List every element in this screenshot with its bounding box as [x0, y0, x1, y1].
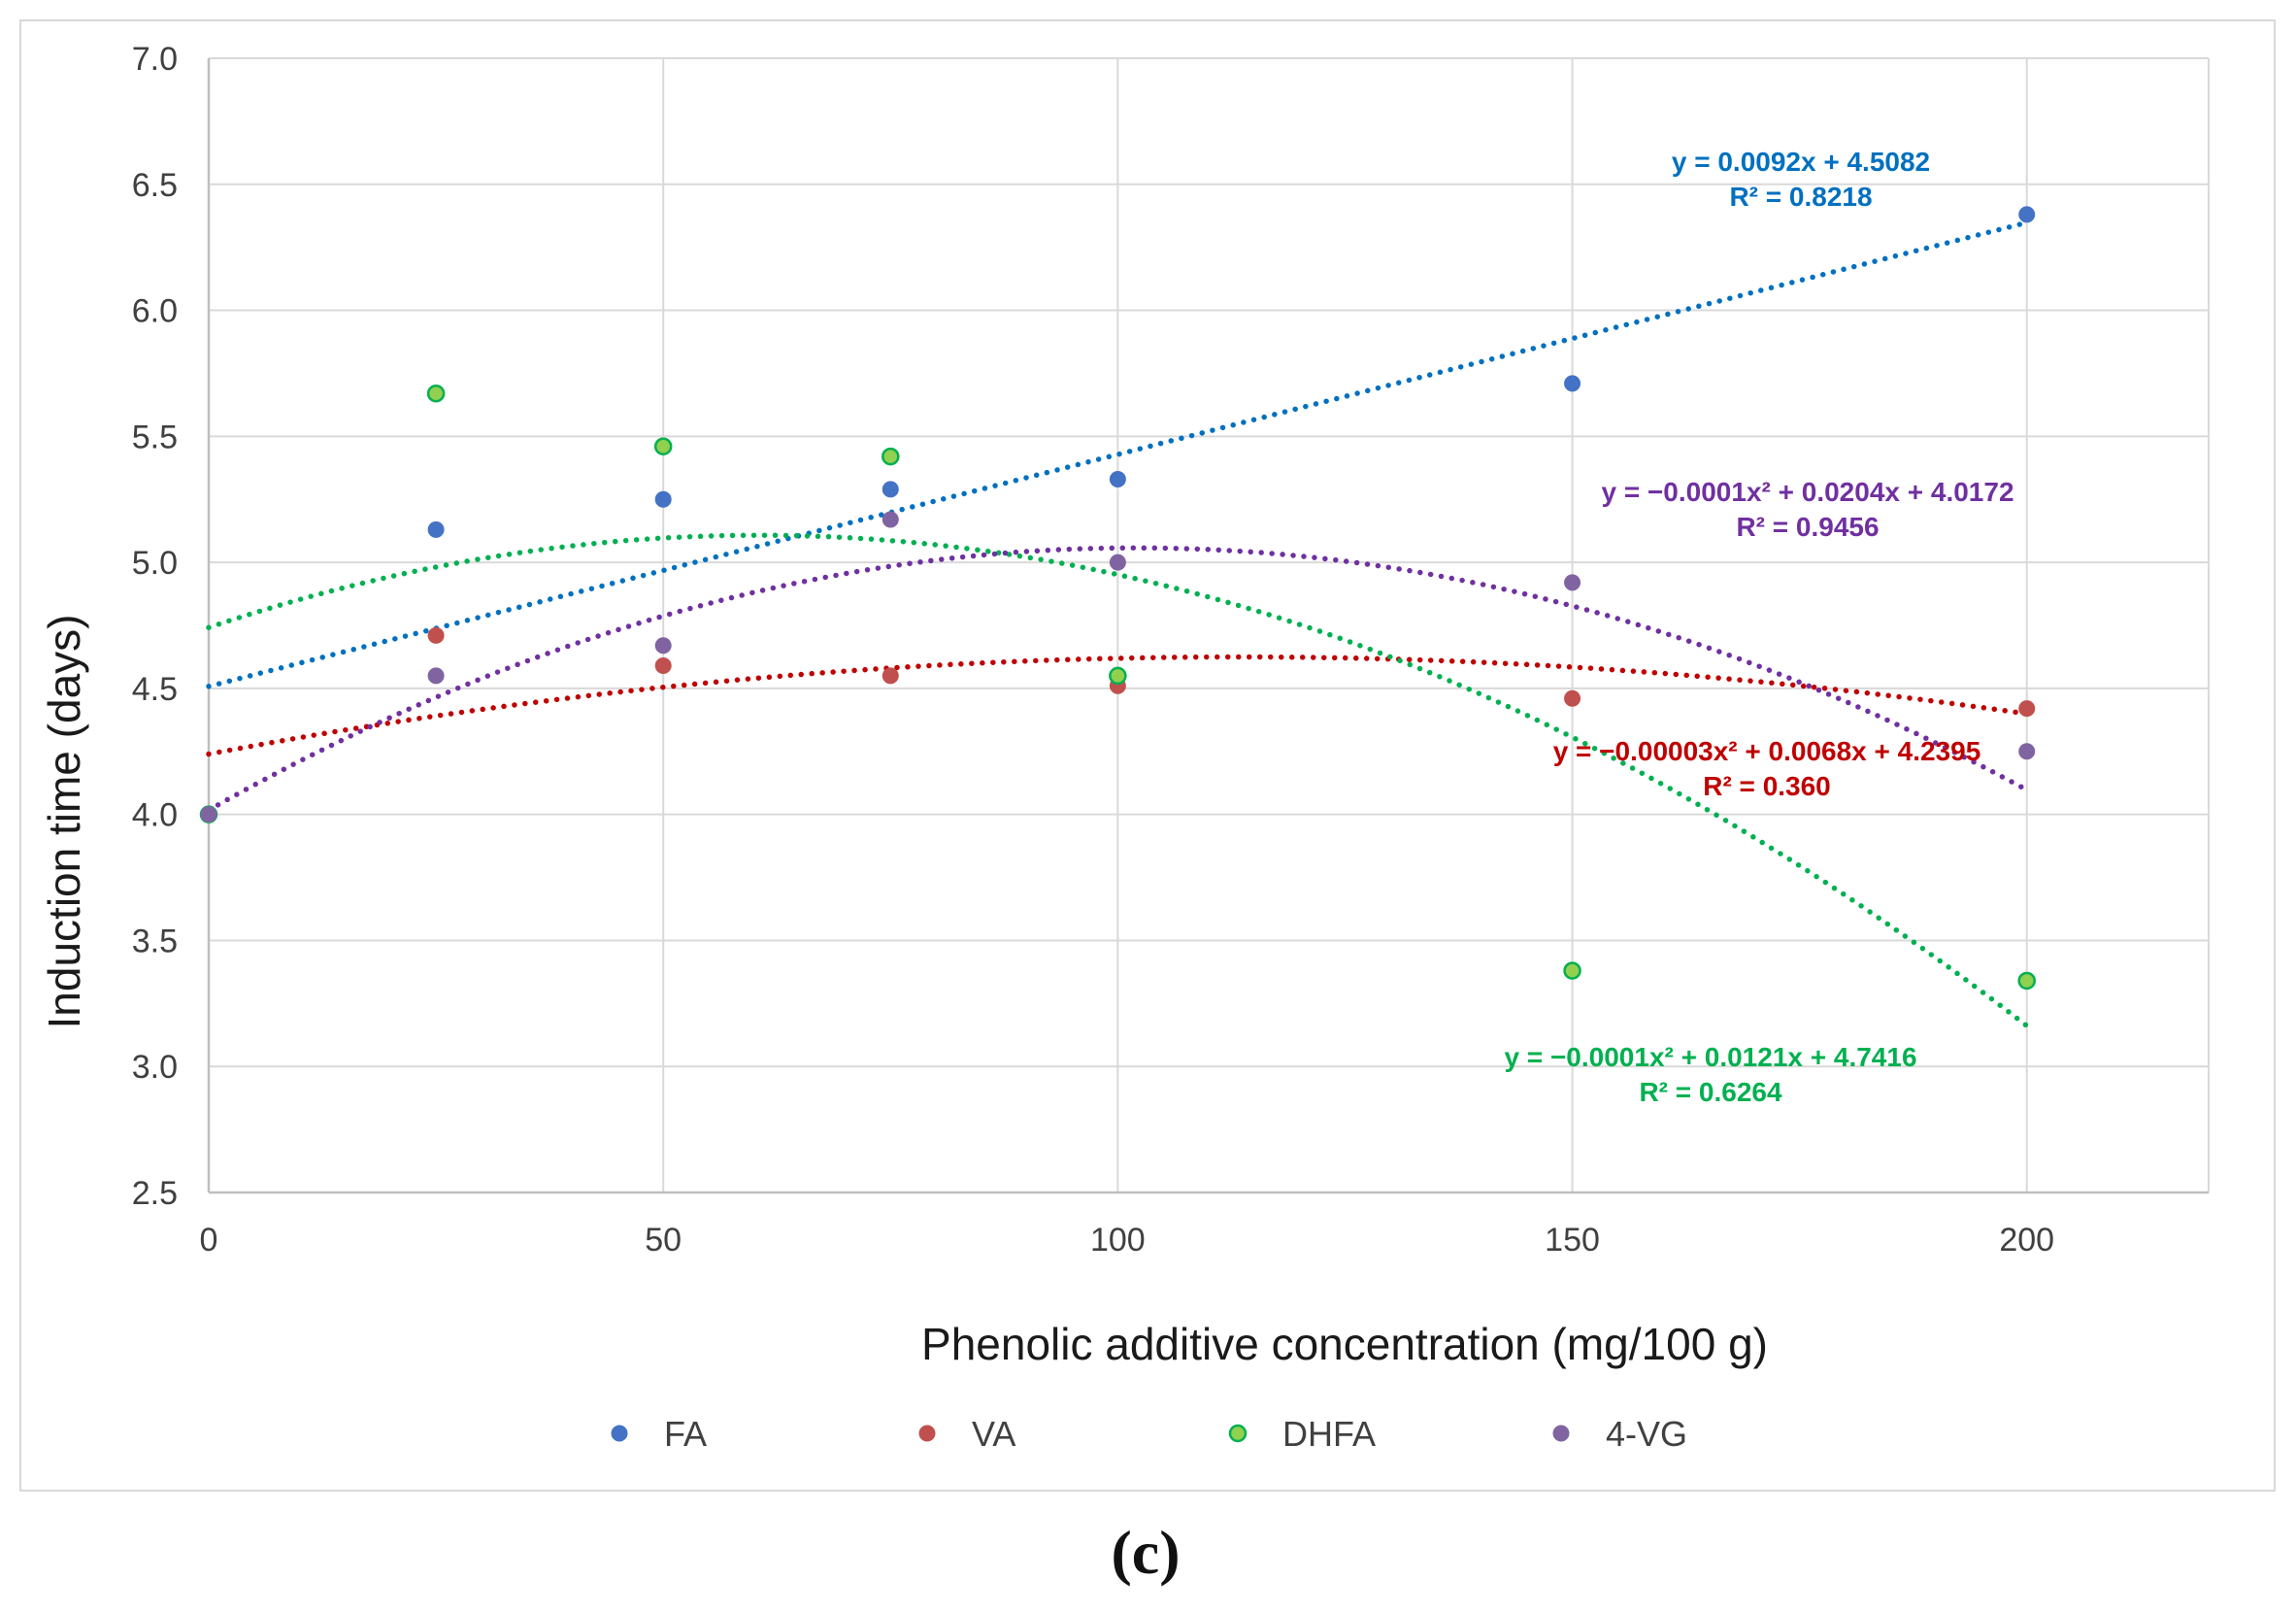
data-point-va: [882, 667, 899, 685]
trendline-fa: [206, 219, 2030, 689]
legend-label-dhfa: DHFA: [1282, 1414, 1376, 1454]
axis-layer: 2.5 3.0 3.5 4.0 4.5 5.0 5.5 6.0 6.5 7.0 0 50 100 150 2…: [132, 41, 2209, 1259]
data-point-va: [427, 626, 445, 644]
figure-caption: (c): [1111, 1518, 1180, 1587]
y-tick-label: 5.0: [132, 545, 178, 582]
legend: FA VA DHFA 4-VG: [611, 1414, 1687, 1454]
legend-label-4-vg: 4-VG: [1606, 1414, 1687, 1454]
data-point-fa: [427, 521, 445, 538]
equation-fa: y = 0.0092x + 4.5082: [1672, 147, 1930, 177]
x-axis-title: Phenolic additive concentration (mg/100 …: [921, 1319, 1768, 1369]
y-tick-label: 3.0: [132, 1049, 178, 1086]
x-tick-label: 150: [1545, 1222, 1600, 1259]
y-tick-label: 5.5: [132, 419, 178, 455]
data-point-4-vg: [200, 806, 217, 823]
y-tick-label: 6.5: [132, 167, 178, 204]
data-point-dhfa: [1563, 961, 1581, 980]
y-axis-title: Induction time (days): [39, 615, 89, 1029]
data-point-4-vg: [882, 511, 899, 528]
data-point-va: [654, 657, 672, 675]
data-point-4-vg: [654, 637, 672, 655]
data-point-4-vg: [427, 667, 445, 685]
y-tick-label: 3.5: [132, 923, 178, 959]
chart-frame: [19, 19, 2276, 1492]
data-point-dhfa: [882, 447, 900, 466]
y-tick-label: 2.5: [132, 1175, 178, 1212]
trendline-dhfa: [206, 532, 2030, 1029]
r-squared-dhfa: R² = 0.6264: [1639, 1077, 1782, 1107]
data-point-fa: [2018, 206, 2036, 223]
data-point-fa: [882, 481, 899, 498]
data-point-va: [1564, 689, 1581, 707]
data-point-4-vg: [1109, 554, 1126, 571]
data-point-dhfa: [653, 437, 673, 455]
equation-va: y = −0.00003x² + 0.0068x + 4.2395: [1553, 736, 1981, 766]
y-tick-label: 4.0: [132, 797, 178, 834]
r-squared-va: R² = 0.360: [1703, 771, 1831, 801]
data-point-4-vg: [2018, 743, 2036, 760]
legend-marker-fa: [611, 1425, 628, 1442]
data-point-dhfa: [2017, 971, 2036, 991]
x-tick-label: 0: [200, 1222, 218, 1259]
x-tick-label: 100: [1090, 1222, 1146, 1259]
legend-label-va: VA: [972, 1414, 1015, 1454]
grid-layer: [208, 57, 2210, 1193]
data-point-dhfa: [426, 384, 446, 403]
x-tick-label: 200: [1999, 1222, 2054, 1259]
data-point-va: [2018, 700, 2036, 718]
data-point-layer: [199, 206, 2036, 991]
equation-4-vg: y = −0.0001x² + 0.0204x + 4.0172: [1601, 477, 2013, 507]
r-squared-fa: R² = 0.8218: [1729, 182, 1872, 212]
legend-marker-va: [918, 1425, 936, 1442]
legend-marker-4-vg: [1552, 1425, 1570, 1442]
data-point-dhfa: [1109, 666, 1127, 686]
r-squared-4-vg: R² = 0.9456: [1736, 512, 1879, 542]
legend-marker-dhfa: [1228, 1424, 1248, 1443]
data-point-fa: [1564, 375, 1581, 392]
y-tick-label: 6.0: [132, 293, 178, 330]
equation-dhfa: y = −0.0001x² + 0.0121x + 4.7416: [1504, 1042, 1916, 1072]
legend-label-fa: FA: [664, 1414, 707, 1454]
data-point-4-vg: [1564, 574, 1581, 591]
trendline-layer: [206, 219, 2030, 1029]
y-tick-label: 4.5: [132, 671, 178, 708]
data-point-fa: [654, 490, 672, 508]
x-tick-label: 50: [645, 1222, 682, 1259]
data-point-fa: [1109, 470, 1126, 487]
y-tick-label: 7.0: [132, 41, 178, 78]
equation-layer: y = 0.0092x + 4.5082 R² = 0.8218 y = −0.00…: [1504, 147, 2013, 1107]
